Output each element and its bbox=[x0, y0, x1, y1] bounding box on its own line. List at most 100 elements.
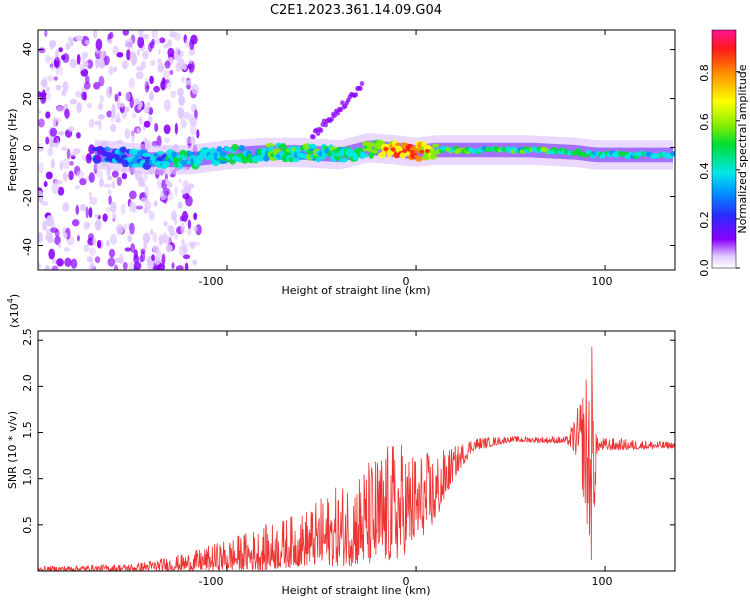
noise-blob bbox=[177, 201, 183, 209]
noise-blob bbox=[38, 109, 42, 115]
noise-blob bbox=[192, 225, 199, 232]
bottom-ytick-1.5: 1.5 bbox=[21, 421, 34, 439]
noise-blob bbox=[38, 196, 44, 203]
noise-blob bbox=[163, 99, 171, 112]
branch-blob bbox=[311, 134, 316, 140]
colorbar-label: Normalized spectral amplitude bbox=[736, 64, 749, 233]
noise-blob bbox=[64, 108, 70, 119]
noise-blob bbox=[58, 47, 63, 53]
noise-blob bbox=[38, 118, 45, 128]
noise-blob bbox=[61, 89, 67, 97]
ridge-hotspot bbox=[419, 149, 425, 154]
noise-blob bbox=[111, 181, 116, 189]
noise-blob bbox=[186, 228, 192, 236]
colorbar-tick-0.8: 0.8 bbox=[698, 64, 711, 82]
noise-blob bbox=[178, 95, 186, 106]
noise-blob bbox=[68, 170, 74, 181]
noise-blob bbox=[97, 113, 105, 120]
noise-blob bbox=[87, 102, 92, 109]
noise-blob bbox=[84, 75, 90, 84]
noise-blob bbox=[95, 38, 103, 51]
noise-blob bbox=[50, 158, 55, 169]
branch-blob bbox=[318, 127, 324, 133]
noise-blob bbox=[66, 148, 71, 160]
noise-blob bbox=[143, 171, 149, 181]
snr-frame bbox=[37, 330, 676, 572]
noise-blob bbox=[75, 35, 84, 42]
noise-blob bbox=[58, 242, 62, 248]
bottom-xtick-100: 100 bbox=[592, 575, 613, 588]
noise-blob bbox=[185, 79, 192, 86]
noise-blob bbox=[177, 107, 185, 116]
noise-blob bbox=[69, 58, 77, 68]
noise-blob bbox=[56, 258, 64, 267]
noise-blob bbox=[72, 148, 81, 155]
noise-blob bbox=[45, 86, 50, 92]
noise-blob bbox=[117, 102, 125, 108]
ridge-hotspot bbox=[424, 148, 430, 153]
noise-blob bbox=[136, 128, 141, 133]
noise-blob bbox=[99, 58, 105, 69]
ridge-blob bbox=[306, 153, 313, 162]
noise-blob bbox=[92, 237, 96, 247]
noise-blob bbox=[51, 182, 59, 194]
noise-blob bbox=[62, 82, 68, 91]
noise-blob bbox=[38, 146, 45, 152]
ridge-blob bbox=[94, 154, 101, 161]
noise-blob bbox=[76, 54, 81, 65]
branch-blob bbox=[321, 118, 327, 124]
noise-blob bbox=[54, 235, 61, 246]
noise-blob bbox=[46, 56, 54, 61]
noise-blob bbox=[163, 124, 171, 135]
noise-blob bbox=[113, 264, 119, 270]
noise-blob bbox=[38, 233, 42, 243]
noise-blob bbox=[62, 158, 70, 170]
noise-blob bbox=[137, 36, 145, 49]
bottom-xtick--100: -100 bbox=[199, 575, 224, 588]
noise-blob bbox=[143, 120, 151, 128]
noise-blob bbox=[42, 220, 48, 232]
colorbar-tick-0.6: 0.6 bbox=[698, 113, 711, 131]
noise-blob bbox=[196, 129, 200, 139]
noise-blob bbox=[96, 239, 102, 249]
noise-blob bbox=[154, 37, 161, 45]
noise-blob bbox=[74, 184, 81, 190]
noise-blob bbox=[57, 131, 65, 136]
noise-blob bbox=[81, 51, 86, 64]
noise-blob bbox=[83, 81, 91, 90]
noise-blob bbox=[178, 178, 182, 184]
noise-blob bbox=[122, 61, 128, 70]
branch-blob bbox=[338, 107, 344, 113]
ridge-blob bbox=[216, 146, 223, 153]
bottom-multiplier: (x104) bbox=[6, 294, 21, 328]
noise-blob bbox=[94, 219, 102, 231]
noise-blob bbox=[60, 54, 66, 61]
ridge-blob bbox=[219, 151, 227, 158]
ridge-blob bbox=[399, 152, 407, 159]
noise-blob bbox=[45, 171, 53, 180]
noise-blob bbox=[69, 98, 78, 105]
noise-blob bbox=[109, 31, 114, 39]
noise-blob bbox=[123, 223, 128, 230]
top-ytick-40: 40 bbox=[21, 42, 34, 56]
noise-blob bbox=[71, 219, 80, 227]
noise-blob bbox=[175, 47, 181, 56]
noise-blob bbox=[59, 65, 63, 76]
noise-blob bbox=[67, 36, 75, 43]
noise-blob bbox=[114, 93, 119, 102]
noise-blob bbox=[108, 66, 114, 76]
noise-blob bbox=[129, 190, 137, 200]
noise-blob bbox=[108, 195, 112, 205]
branch-blob bbox=[353, 92, 359, 98]
noise-blob bbox=[163, 69, 170, 79]
noise-blob bbox=[136, 49, 141, 56]
noise-blob bbox=[151, 30, 158, 39]
ridge-hotspot bbox=[409, 149, 415, 154]
noise-blob bbox=[180, 222, 185, 235]
noise-blob bbox=[94, 213, 99, 219]
bottom-ytick-2.0: 2.0 bbox=[21, 374, 34, 392]
ridge-blob bbox=[238, 144, 246, 152]
ridge-blob bbox=[415, 156, 423, 162]
noise-blob bbox=[64, 257, 72, 268]
noise-blob bbox=[152, 245, 160, 253]
